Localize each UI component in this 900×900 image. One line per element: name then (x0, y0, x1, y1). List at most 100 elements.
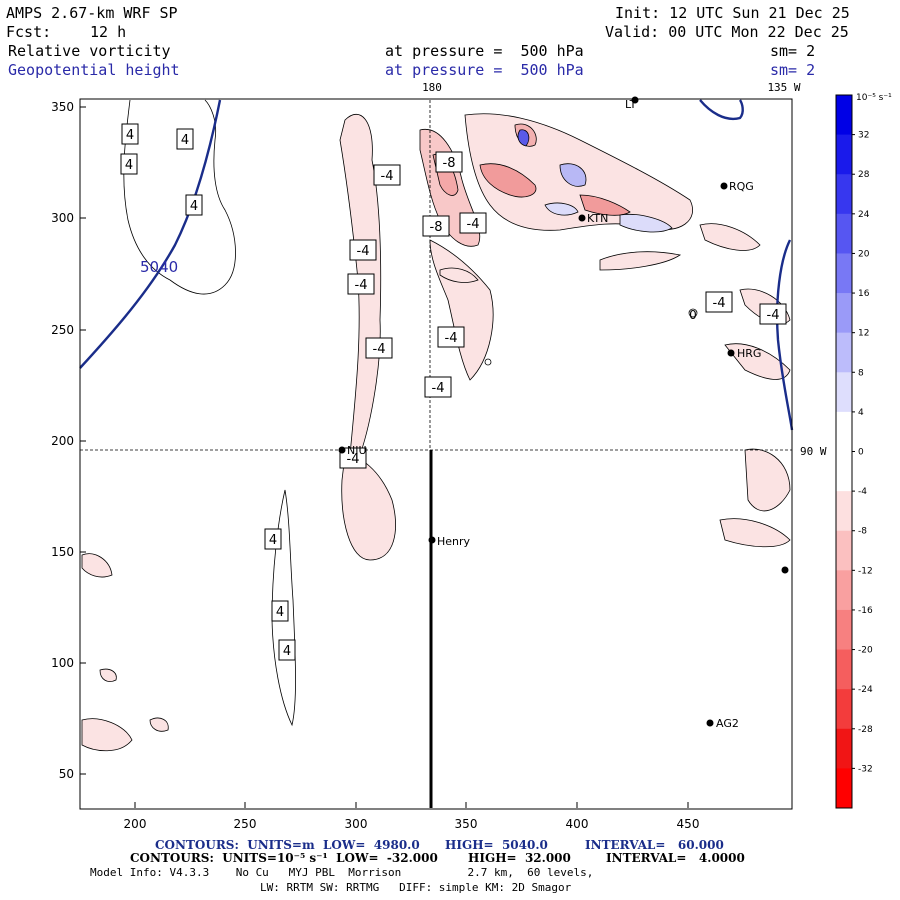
svg-text:RQG: RQG (729, 180, 754, 193)
svg-text:4: 4 (190, 199, 198, 214)
contour-label: -4 (459, 212, 487, 234)
colorbar-label: 32 (858, 131, 869, 141)
ytick-label: 150 (51, 545, 74, 559)
forecast-label: Fcst: (6, 23, 52, 41)
height-contour-interval: INTERVAL= 60.000 (585, 838, 724, 852)
colorbar-label: 24 (858, 210, 870, 220)
svg-text:Henry: Henry (437, 535, 471, 548)
field1-level: at pressure = 500 hPa (385, 42, 584, 60)
svg-text:-4: -4 (357, 244, 370, 259)
colorbar-swatch (836, 530, 852, 571)
colorbar-swatch (836, 411, 852, 452)
station-rqg: RQG (720, 180, 754, 193)
contour-label: -4 (705, 291, 733, 313)
height-contour-info: CONTOURS: UNITS=m LOW= 4980.0 (155, 838, 420, 852)
height-contour-high: HIGH= 5040.0 (445, 838, 548, 852)
ytick-label: 250 (51, 323, 74, 337)
colorbar-label: -24 (858, 685, 873, 695)
ytick-label: 350 (51, 100, 74, 114)
contour-label: -4 (347, 273, 375, 295)
station-ag2: AG2 (706, 717, 739, 730)
meridian-90w-label: 90 W (800, 445, 827, 458)
svg-text:-8: -8 (443, 156, 456, 171)
vorticity-contour-info: CONTOURS: UNITS=10⁻⁵ s⁻¹ LOW= -32.000 (130, 851, 438, 865)
colorbar-swatch (836, 451, 852, 492)
field2-level: at pressure = 500 hPa (385, 61, 584, 79)
contour-label: -8 (422, 215, 450, 237)
model-info: Model Info: V4.3.3 No Cu MYJ PBL Morriso… (90, 866, 594, 879)
height-contour-label: 5040 (140, 258, 178, 276)
axis-ticks (80, 106, 689, 808)
colorbar-label: 4 (858, 408, 864, 418)
svg-text:4: 4 (269, 533, 277, 548)
colorbar-swatch (836, 213, 852, 254)
color-bar: 32 28 24 20 16 12 8 4 0 -4 -8 -12 -16 -20 -24 -28 -32 (835, 94, 873, 809)
vorticity-contour-high: HIGH= 32.000 (468, 851, 571, 865)
colorbar-swatch (836, 174, 852, 215)
contour-label: 4 (121, 123, 139, 145)
positive-contours (123, 99, 698, 727)
station-lt: LT (625, 96, 639, 111)
colorbar-swatch (836, 95, 852, 136)
svg-text:-4: -4 (0, 0, 1, 1)
colorbar-swatch (836, 332, 852, 373)
field2-smoothing: sm= 2 (770, 61, 816, 79)
xtick-label: 300 (345, 817, 368, 831)
contour-label: 4 (278, 639, 296, 661)
field1-name: Relative vorticity (8, 42, 171, 60)
svg-text:-4: -4 (373, 342, 386, 357)
ytick-label: 100 (51, 656, 74, 670)
colorbar-swatch (836, 570, 852, 611)
station-marker (781, 566, 789, 574)
station-ktn: KTN (578, 212, 608, 225)
colorbar-label: -8 (858, 527, 867, 537)
svg-text:-4: -4 (347, 452, 360, 467)
svg-text:4: 4 (181, 133, 189, 148)
meridian-180-label: 180 (422, 81, 442, 94)
contour-label: 4 (176, 128, 194, 150)
map-frame (79, 98, 793, 810)
contour-label: -8 (435, 151, 463, 173)
station-henry: Henry (428, 535, 471, 548)
contour-label: -4 (437, 326, 465, 348)
station-niu: NIU (338, 444, 367, 457)
colorbar-label: -16 (858, 606, 873, 616)
contour-label: 4 (271, 600, 289, 622)
svg-text:-4: -4 (467, 217, 480, 232)
contour-label: 4 (264, 528, 282, 550)
ytick-label: 50 (59, 767, 74, 781)
colorbar-label: -28 (858, 725, 873, 735)
contour-label: 4 (120, 153, 138, 175)
model-title: AMPS 2.67-km WRF SP (6, 4, 178, 22)
colorbar-unit-label: 10⁻⁵ s⁻¹ (856, 93, 892, 103)
forecast-value: 12 h (90, 23, 127, 41)
contour-label: -4 (365, 337, 393, 359)
contour-label: -4 (349, 239, 377, 261)
vorticity-contour-interval: INTERVAL= 4.0000 (606, 851, 745, 865)
svg-text:4: 4 (283, 644, 291, 659)
colorbar-label: 28 (858, 170, 870, 180)
xtick-label: 200 (124, 817, 147, 831)
svg-text:4: 4 (276, 605, 284, 620)
svg-text:4: 4 (125, 158, 133, 173)
colorbar-label: -20 (858, 646, 873, 656)
svg-text:HRG: HRG (737, 347, 761, 360)
svg-text:KTN: KTN (587, 212, 608, 225)
ytick-label: 300 (51, 211, 74, 225)
xtick-label: 250 (234, 817, 257, 831)
colorbar-label: -32 (858, 764, 873, 774)
svg-text:-4: -4 (767, 308, 780, 323)
colorbar-label: -12 (858, 566, 873, 576)
xtick-label: 400 (566, 817, 589, 831)
svg-text:-4: -4 (381, 169, 394, 184)
colorbar-swatch (836, 372, 852, 413)
colorbar-label: 8 (858, 368, 864, 378)
colorbar-swatch (836, 609, 852, 651)
contour-label: -4 (759, 303, 787, 325)
svg-text:AG2: AG2 (716, 717, 739, 730)
colorbar-swatch (836, 293, 852, 334)
field2-name: Geopotential height (8, 61, 180, 79)
svg-text:-4: -4 (713, 296, 726, 311)
colorbar-label: 12 (858, 329, 869, 339)
